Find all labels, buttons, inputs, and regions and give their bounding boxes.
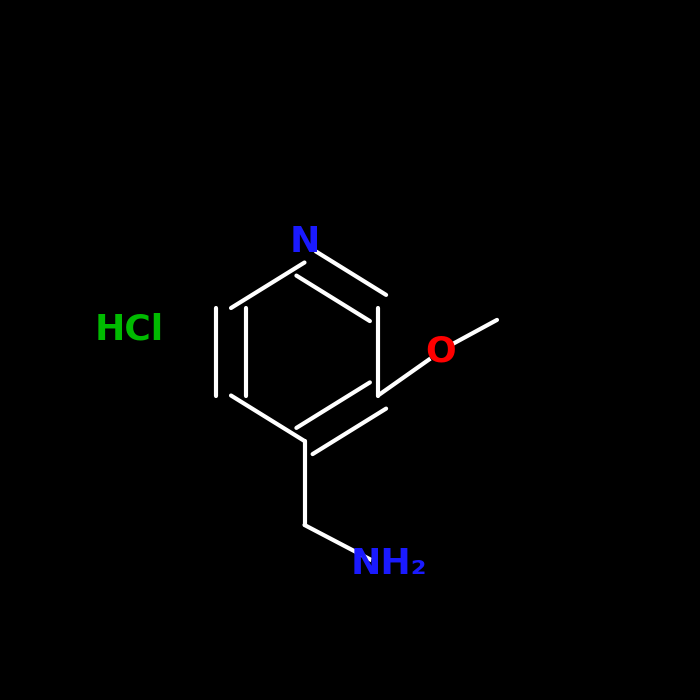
- Text: N: N: [289, 225, 320, 258]
- Text: O: O: [426, 335, 456, 368]
- Text: NH₂: NH₂: [350, 547, 427, 580]
- Text: HCl: HCl: [95, 312, 164, 346]
